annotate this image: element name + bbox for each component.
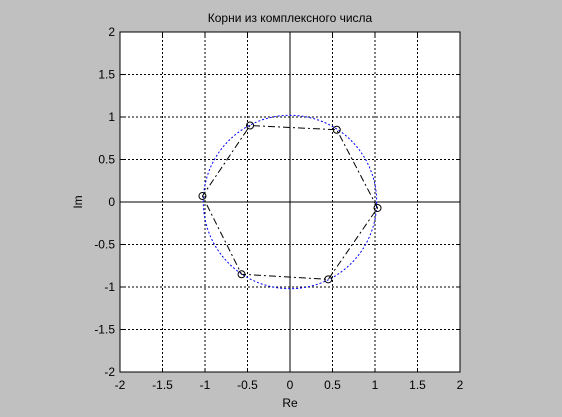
zero-axes [120, 32, 460, 372]
x-tick-label: -0.5 [237, 378, 258, 392]
y-axis-label: Im [71, 195, 85, 208]
y-tick-label: 1 [108, 110, 115, 124]
y-tick-label: 0 [108, 195, 115, 209]
y-tick-label: 2 [108, 25, 115, 39]
x-axis-label: Re [282, 396, 298, 410]
x-tick-label: 1.5 [409, 378, 426, 392]
y-tick-label: -1.5 [94, 323, 115, 337]
y-tick-label: -1 [104, 280, 115, 294]
x-tick-label: 1 [372, 378, 379, 392]
root-marker [332, 125, 341, 134]
y-tick-label: 1.5 [98, 68, 115, 82]
x-tick-label: -2 [115, 378, 126, 392]
x-tick-label: -1 [200, 378, 211, 392]
chart-title: Корни из комплексного числа [208, 11, 373, 25]
y-tick-label: -2 [104, 365, 115, 379]
x-tick-label: -1.5 [152, 378, 173, 392]
unit-circle-series [202, 114, 378, 290]
y-tick-label: 0.5 [98, 153, 115, 167]
x-axis-ticks: -2 -1.5 -1 -0.5 0 0.5 1 1.5 2 [115, 32, 464, 392]
roots-connecting-line [201, 124, 379, 280]
root-marker [324, 275, 333, 284]
y-tick-label: -0.5 [94, 238, 115, 252]
y-axis-ticks: -2 -1.5 -1 -0.5 0 0.5 1 1.5 2 [94, 25, 460, 379]
root-marker [373, 203, 382, 212]
root-marker [198, 192, 207, 201]
roots-series [198, 121, 382, 284]
root-marker [237, 270, 246, 279]
root-marker [246, 121, 255, 130]
x-tick-label: 0 [287, 378, 294, 392]
unit-circle [202, 114, 378, 290]
x-tick-label: 0.5 [324, 378, 341, 392]
x-tick-label: 2 [457, 378, 464, 392]
